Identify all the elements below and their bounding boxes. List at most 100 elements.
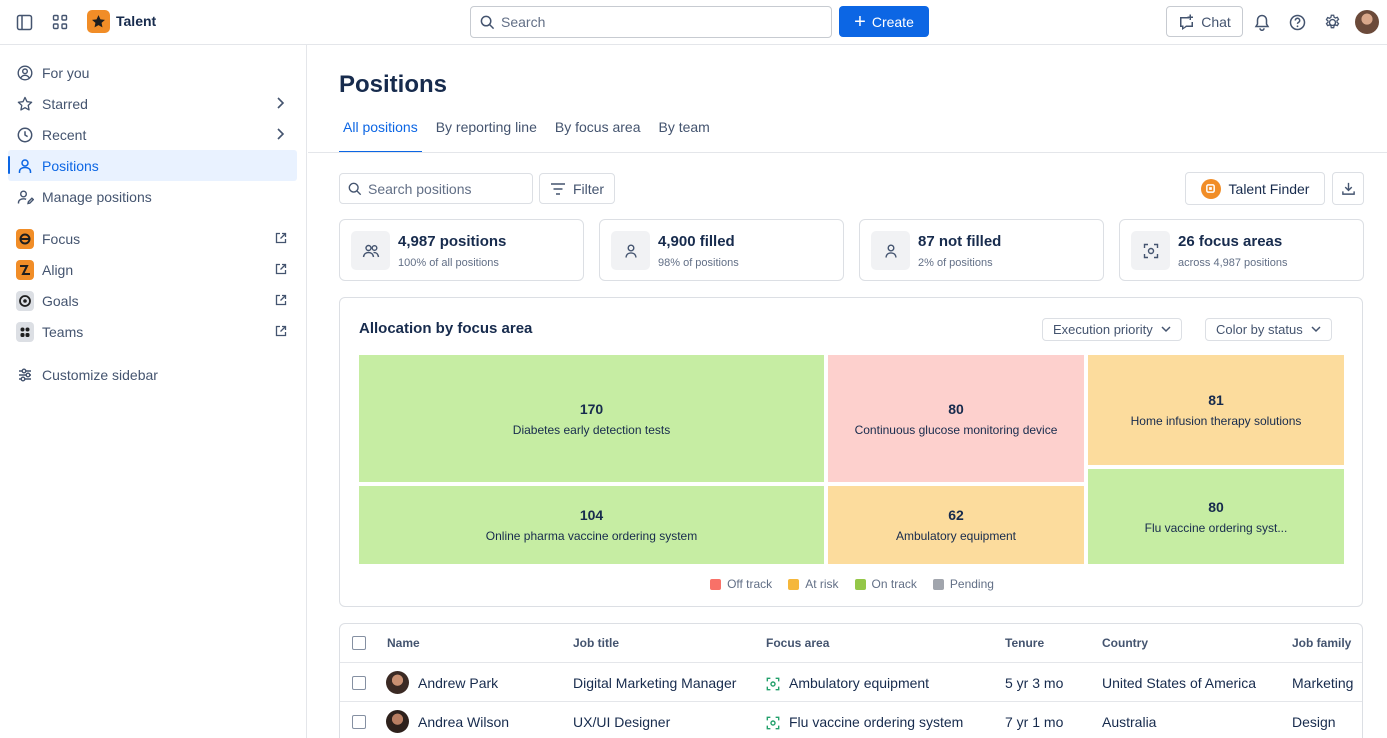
external-link-icon[interactable] — [275, 231, 287, 247]
sidebar-app-goals[interactable]: Goals — [8, 285, 297, 316]
cell-focus-area[interactable]: Ambulatory equipment — [789, 675, 930, 691]
treemap-cell[interactable]: 62 Ambulatory equipment — [828, 486, 1084, 564]
column-header-focus-area[interactable]: Focus area — [766, 636, 830, 650]
sidebar-item-for-you[interactable]: For you — [8, 57, 297, 88]
focus-area-icon — [766, 677, 780, 691]
app-switcher-icon[interactable] — [50, 12, 70, 32]
download-button[interactable] — [1332, 172, 1364, 205]
cell-focus-area[interactable]: Flu vaccine ordering system — [789, 714, 964, 730]
sliders-icon — [16, 366, 34, 384]
filter-icon — [550, 182, 565, 195]
main-content: Positions All positions By reporting lin… — [308, 45, 1387, 738]
goals-app-icon — [16, 290, 34, 311]
people-icon — [351, 231, 390, 270]
sidebar-app-teams[interactable]: Teams — [8, 316, 297, 347]
stat-card-positions: 4,987 positions 100% of all positions — [339, 219, 584, 281]
treemap-label: Ambulatory equipment — [895, 529, 1017, 543]
tab-bar: All positions By reporting line By focus… — [339, 115, 724, 153]
plus-icon: + — [854, 10, 866, 33]
sidebar-app-focus[interactable]: Focus — [8, 223, 297, 254]
search-icon — [480, 15, 495, 29]
stat-subtext: across 4,987 positions — [1178, 257, 1288, 269]
stat-subtext: 100% of all positions — [398, 257, 499, 269]
tab-all-positions[interactable]: All positions — [339, 115, 422, 153]
create-button[interactable]: + Create — [839, 6, 929, 37]
page-title: Positions — [339, 71, 448, 98]
treemap-value: 104 — [579, 507, 604, 523]
treemap-cell[interactable]: 80 Continuous glucose monitoring device — [828, 355, 1084, 482]
tab-by-reporting-line[interactable]: By reporting line — [435, 119, 537, 135]
legend-swatch — [854, 578, 866, 590]
stat-card-focus-areas: 26 focus areas across 4,987 positions — [1119, 219, 1364, 281]
sidebar-item-positions[interactable]: Positions — [8, 150, 297, 181]
sidebar-item-label: Manage positions — [42, 188, 152, 205]
avatar — [386, 671, 409, 694]
treemap-value: 170 — [579, 400, 604, 417]
color-by-status-dropdown[interactable]: Color by status — [1205, 318, 1332, 341]
sidebar-item-recent[interactable]: Recent — [8, 119, 297, 150]
external-link-icon[interactable] — [275, 262, 287, 278]
stat-card-filled: 4,900 filled 98% of positions — [599, 219, 844, 281]
teams-app-icon — [16, 321, 34, 342]
sidebar-item-manage-positions[interactable]: Manage positions — [8, 181, 297, 212]
customize-sidebar-label: Customize sidebar — [42, 366, 158, 383]
treemap-value: 80 — [948, 400, 964, 417]
column-header-country[interactable]: Country — [1102, 636, 1148, 650]
user-avatar[interactable] — [1355, 10, 1379, 34]
tab-by-focus-area[interactable]: By focus area — [554, 119, 641, 135]
sidebar: For you Starred Recent Positions Manage … — [0, 45, 307, 738]
customize-sidebar[interactable]: Customize sidebar — [8, 359, 297, 390]
treemap-cell[interactable]: 80 Flu vaccine ordering syst... — [1088, 469, 1344, 564]
search-positions[interactable] — [339, 173, 533, 204]
stat-card-not-filled: 87 not filled 2% of positions — [859, 219, 1104, 281]
cell-name[interactable]: Andrew Park — [418, 675, 499, 691]
tab-by-team[interactable]: By team — [658, 119, 710, 135]
settings-gear-icon[interactable] — [1322, 12, 1342, 32]
sidebar-toggle-icon[interactable] — [14, 12, 34, 32]
chevron-down-icon — [1311, 326, 1321, 333]
notifications-bell-icon[interactable] — [1252, 12, 1272, 32]
talent-finder-button[interactable]: Talent Finder — [1185, 172, 1325, 205]
filter-button[interactable]: Filter — [539, 173, 615, 204]
chevron-right-icon[interactable] — [273, 95, 287, 114]
sidebar-app-align[interactable]: Align — [8, 254, 297, 285]
global-search[interactable] — [470, 6, 832, 38]
column-header-job-title[interactable]: Job title — [573, 636, 620, 650]
legend-label: Off track — [727, 577, 773, 591]
row-checkbox[interactable] — [352, 715, 366, 729]
external-link-icon[interactable] — [275, 293, 287, 309]
help-icon[interactable] — [1287, 12, 1307, 32]
treemap-label: Home infusion therapy solutions — [1130, 414, 1302, 428]
legend-item[interactable]: At risk — [788, 577, 839, 591]
global-search-input[interactable] — [501, 14, 801, 30]
talent-logo-icon[interactable] — [87, 10, 110, 33]
execution-priority-dropdown[interactable]: Execution priority — [1042, 318, 1182, 341]
legend-item[interactable]: Pending — [932, 577, 994, 591]
search-positions-input[interactable] — [368, 180, 528, 197]
treemap-chart: 170 Diabetes early detection tests 80 Co… — [359, 355, 1346, 567]
dropdown-label: Color by status — [1216, 322, 1303, 337]
table-divider — [340, 701, 1362, 702]
treemap-label: Flu vaccine ordering syst... — [1144, 520, 1288, 535]
row-checkbox[interactable] — [352, 676, 366, 690]
column-header-job-family[interactable]: Job family — [1292, 636, 1352, 650]
cell-job-title: UX/UI Designer — [573, 714, 671, 730]
external-link-icon[interactable] — [275, 324, 287, 340]
chat-button[interactable]: Chat — [1166, 6, 1243, 37]
treemap-value: 80 — [1208, 498, 1224, 515]
chevron-right-icon[interactable] — [273, 126, 287, 145]
app-name[interactable]: Talent — [116, 13, 157, 29]
sidebar-item-starred[interactable]: Starred — [8, 88, 297, 119]
column-header-name[interactable]: Name — [387, 636, 420, 650]
legend-item[interactable]: Off track — [710, 577, 772, 591]
treemap-cell[interactable]: 81 Home infusion therapy solutions — [1088, 355, 1344, 465]
column-header-tenure[interactable]: Tenure — [1005, 636, 1045, 650]
sidebar-item-label: Positions — [42, 157, 99, 174]
select-all-checkbox[interactable] — [352, 636, 366, 650]
treemap-cell[interactable]: 104 Online pharma vaccine ordering syste… — [359, 486, 824, 564]
cell-tenure: 7 yr 1 mo — [1005, 714, 1064, 730]
cell-name[interactable]: Andrea Wilson — [418, 714, 510, 730]
allocation-card: Allocation by focus area Execution prior… — [339, 297, 1363, 607]
legend-item[interactable]: On track — [854, 577, 917, 591]
treemap-cell[interactable]: 170 Diabetes early detection tests — [359, 355, 824, 482]
